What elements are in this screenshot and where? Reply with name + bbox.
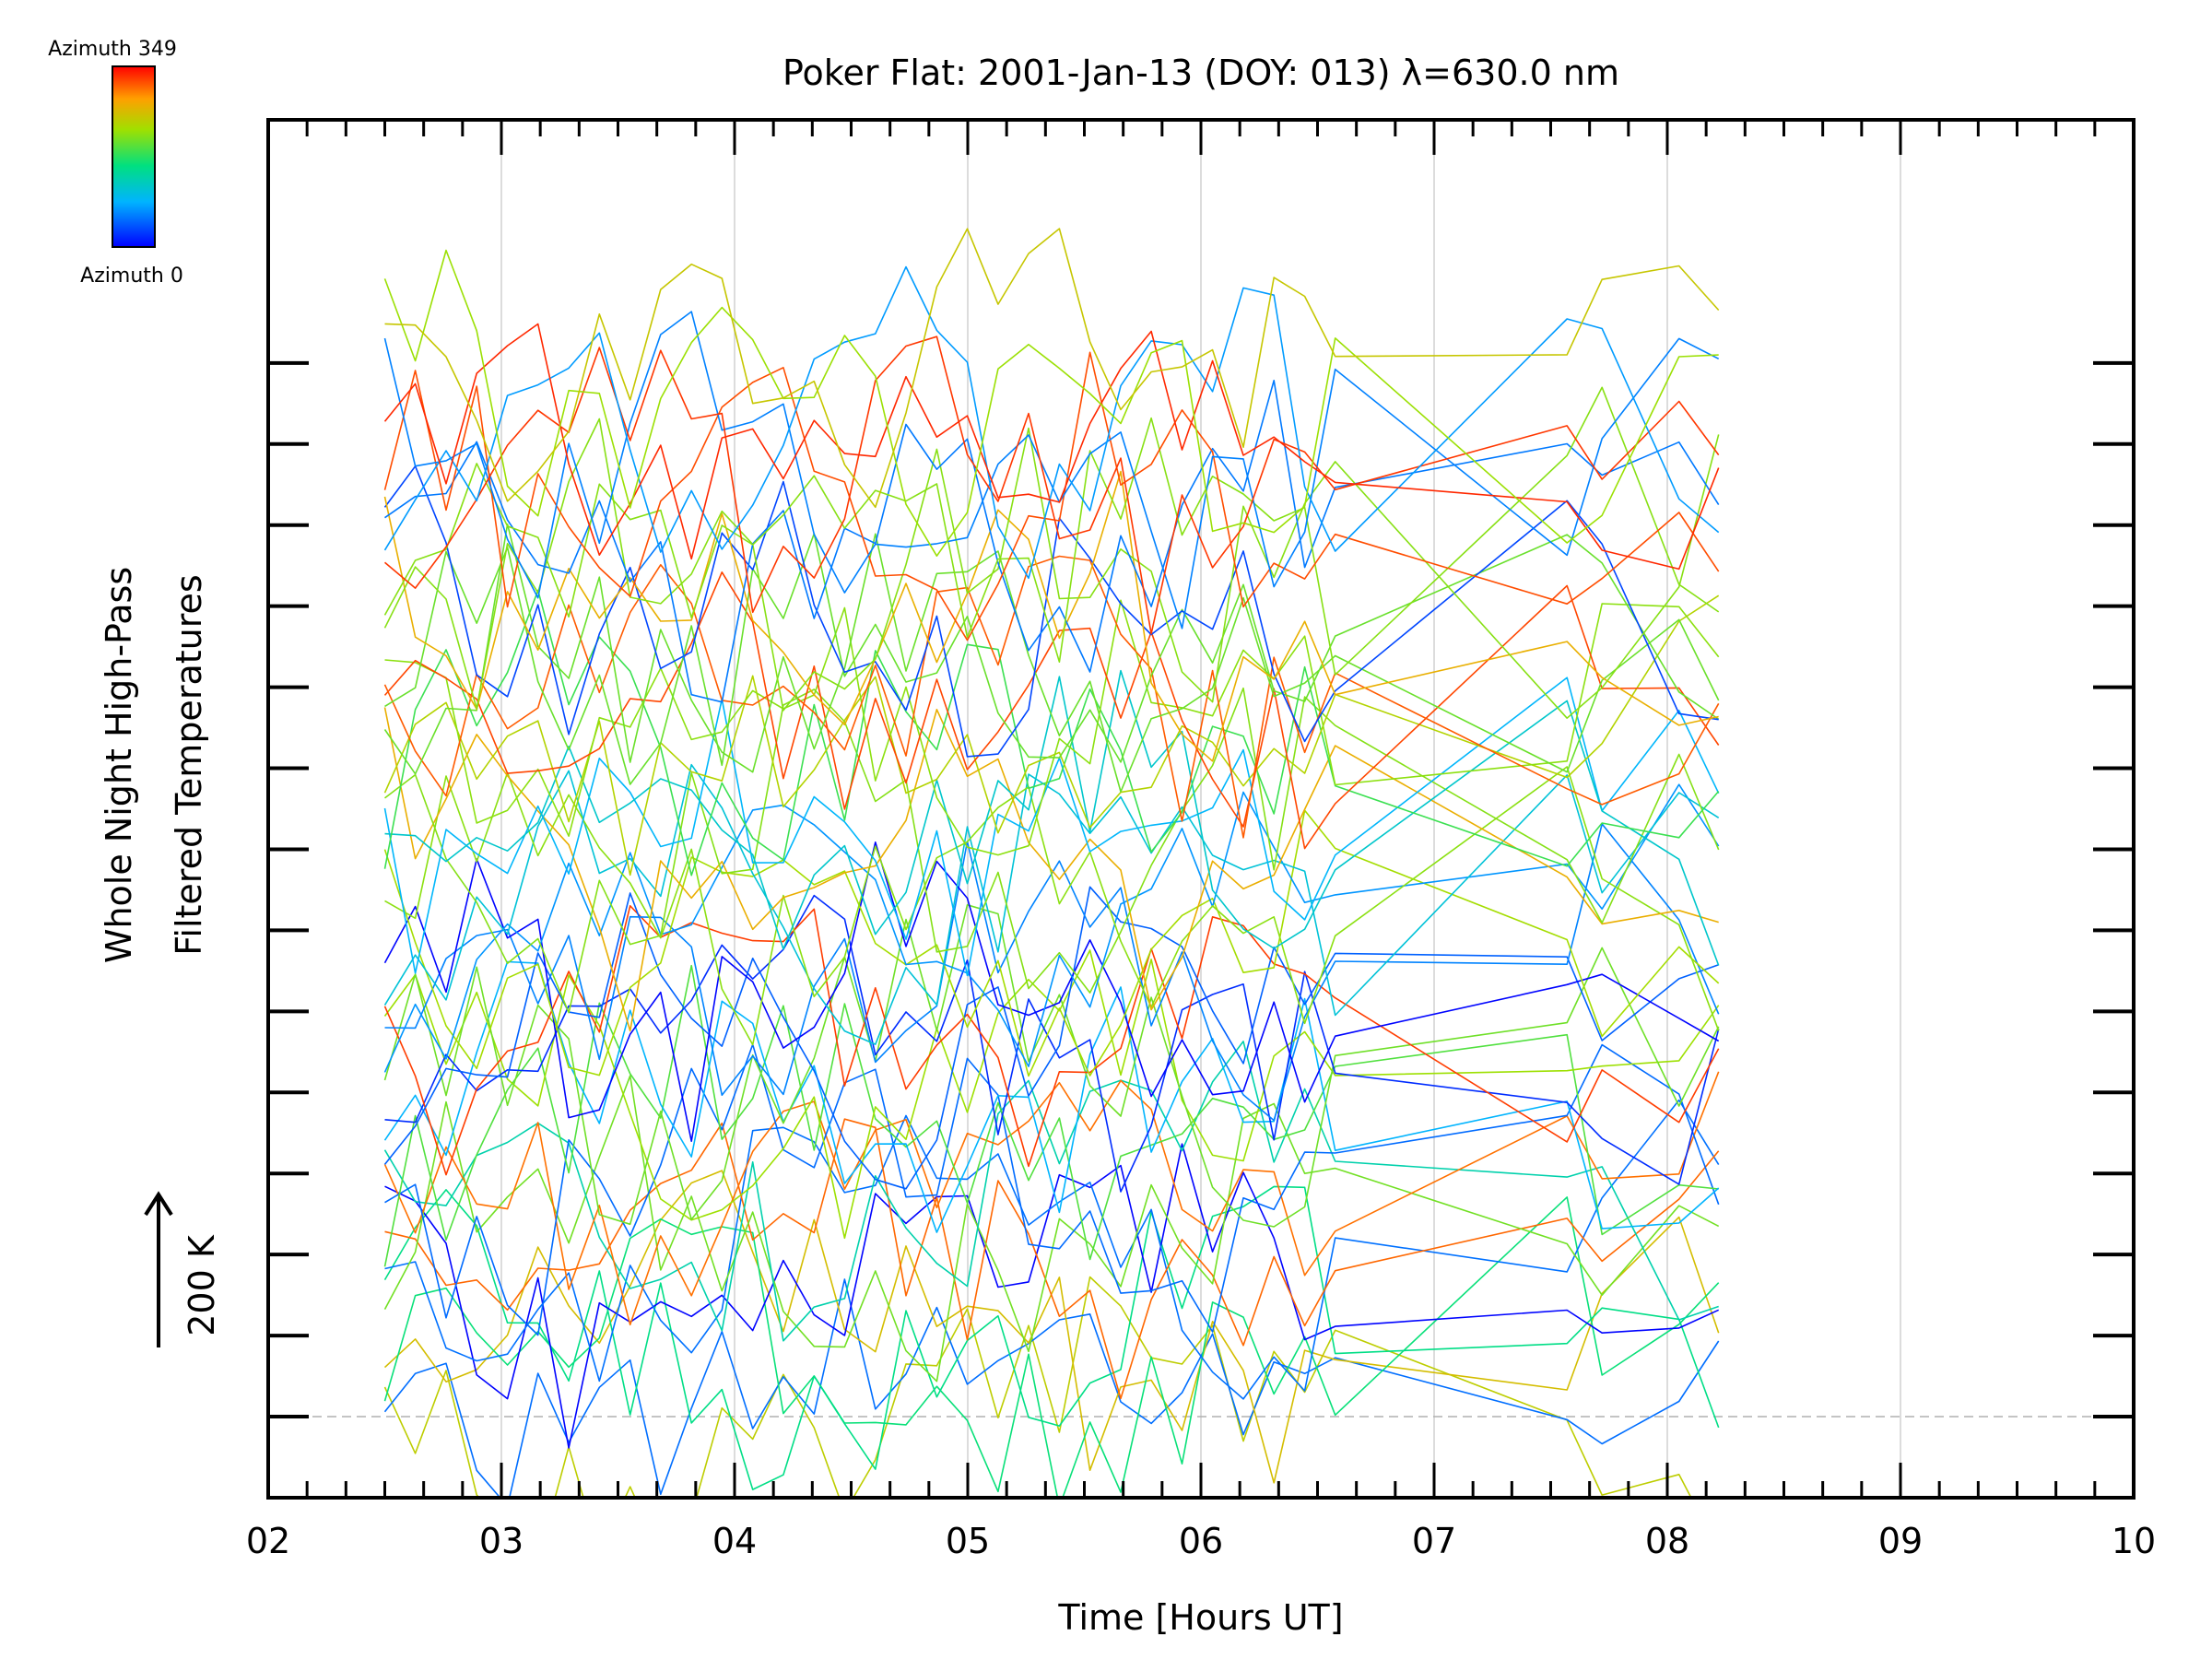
series-line: [383, 1170, 1720, 1484]
series-line: [383, 555, 1720, 839]
series-line: [383, 1196, 1720, 1498]
series-line: [383, 470, 1719, 762]
x-tick-label: 06: [1179, 1521, 1223, 1561]
series-line: [384, 379, 1720, 703]
series-line: [383, 1041, 1719, 1342]
series-line: [383, 249, 1719, 558]
series-line: [383, 886, 1719, 1190]
series-line: [384, 1143, 1720, 1449]
series-line: [383, 677, 1720, 977]
series-line: [383, 351, 1720, 641]
colorbar-gradient: [112, 65, 156, 248]
series-line: [383, 1276, 1692, 1498]
x-tick-label: 04: [712, 1521, 757, 1561]
series-line: [383, 323, 1720, 571]
series-line: [384, 687, 1720, 1014]
y-axis-label-line1: Whole Night High-Pass: [99, 567, 139, 963]
series-line: [384, 228, 1720, 509]
series-line: [383, 841, 1720, 1142]
series-line: [383, 707, 1719, 1032]
series-line: [383, 904, 1720, 1176]
colorbar: Azimuth 349 Azimuth 0: [48, 38, 183, 288]
series-line: [383, 1185, 1720, 1490]
grid-lines: [500, 120, 1901, 1498]
series-line: [383, 594, 1720, 877]
series-line: [383, 949, 1720, 1240]
x-tick-label: 10: [2112, 1521, 2156, 1561]
series-line: [383, 386, 1720, 676]
series-line: [383, 311, 1720, 629]
x-tick-label: 07: [1412, 1521, 1456, 1561]
series-line: [383, 783, 1720, 1073]
series-line: [384, 823, 1720, 1122]
series-line: [383, 763, 1720, 1045]
x-tick-label: 08: [1645, 1521, 1689, 1561]
series-line: [383, 465, 1719, 758]
series-line: [383, 265, 1720, 580]
chart-title: Poker Flat: 2001-Jan-13 (DOY: 013) λ=630…: [782, 53, 1619, 93]
axes: [266, 118, 2136, 1500]
series-line: [384, 669, 1720, 966]
x-tick-label: 09: [1878, 1521, 1923, 1561]
series-line: [384, 533, 1720, 785]
series-line: [383, 571, 1720, 850]
x-tick-labels: 02 03 04 05 06 07 08 09 10: [246, 1521, 2156, 1561]
series-layer: [383, 228, 1720, 1498]
x-axis-label: Time [Hours UT]: [1057, 1597, 1343, 1638]
series-line: [384, 1099, 1720, 1400]
series-line: [384, 1043, 1720, 1336]
series-line: [384, 894, 1720, 1193]
series-line: [383, 1075, 1720, 1382]
series-line: [383, 809, 1720, 1077]
colorbar-bottom-label: Azimuth 0: [80, 265, 183, 288]
series-line: [383, 1278, 1720, 1498]
x-tick-label: 05: [946, 1521, 990, 1561]
scale-label: 200 K: [182, 1234, 222, 1336]
x-tick-label: 03: [479, 1521, 524, 1561]
x-tick-label: 02: [246, 1521, 290, 1561]
series-line: [383, 964, 1719, 1267]
series-line: [383, 589, 1720, 877]
colorbar-top-label: Azimuth 349: [48, 38, 177, 61]
series-line: [383, 903, 1720, 1228]
scale-indicator: 200 K: [144, 1191, 222, 1347]
y-axis-label-line2: Filtered Temperatures: [169, 574, 209, 955]
scale-arrow-head: [144, 1191, 173, 1217]
